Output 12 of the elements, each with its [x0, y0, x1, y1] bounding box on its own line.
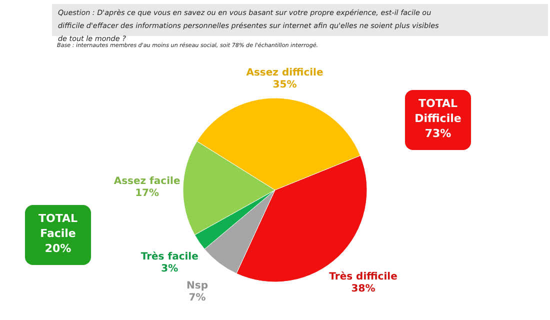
- slice-label: Assez facile: [114, 176, 180, 187]
- data-label: 3%: [161, 264, 178, 275]
- text: TOTAL Facile 20%: [38, 212, 78, 255]
- data-label: 38%: [351, 284, 376, 295]
- data-label: 17%: [135, 188, 160, 199]
- text: TOTAL Difficile 73%: [414, 97, 462, 140]
- data-label: 7%: [188, 292, 206, 304]
- slice-label: Très difficile: [329, 272, 398, 283]
- slice-label: Très facile: [140, 252, 199, 263]
- slice-label: Assez difficile: [246, 67, 324, 78]
- data-label: 35%: [272, 79, 297, 90]
- slice-label: Nsp: [186, 280, 208, 292]
